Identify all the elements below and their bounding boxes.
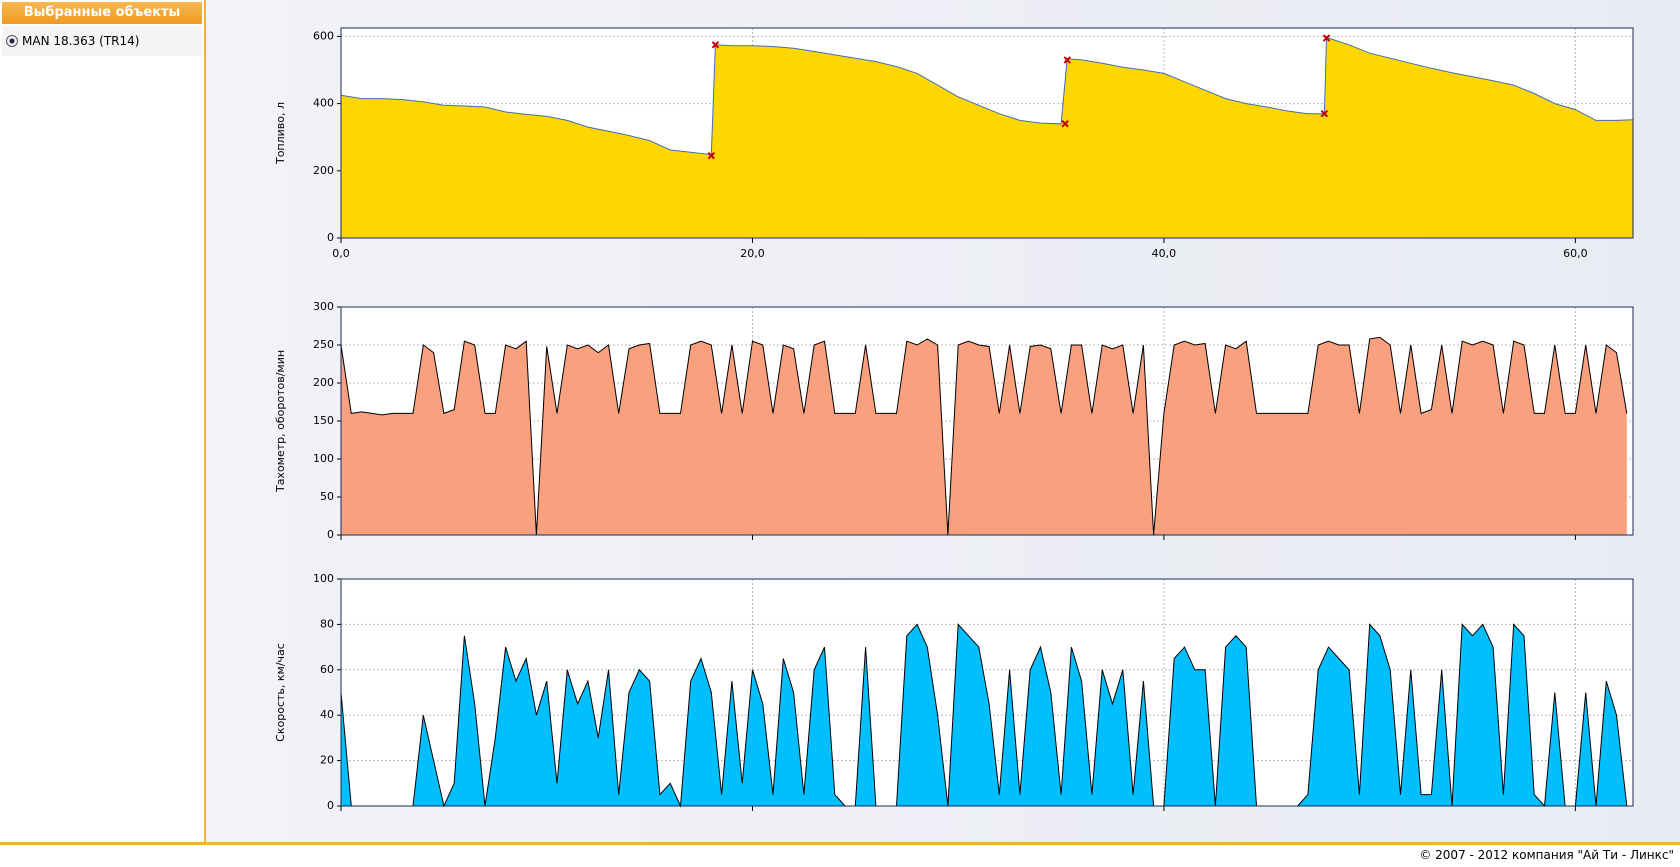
marker <box>711 41 720 49</box>
marker <box>1061 120 1069 128</box>
y-tick-label: 100 <box>313 452 334 465</box>
y-tick-label: 0 <box>327 799 334 812</box>
y-axis-title: Скорость, км/час <box>274 643 287 742</box>
plot-frame <box>340 306 1634 536</box>
footer: © 2007 - 2012 компания "Ай Ти - Линкс" <box>1419 848 1674 862</box>
y-tick-label: 0 <box>327 231 334 244</box>
x-tick-label: 20,0 <box>740 247 765 260</box>
y-axis-title: Тахометр, оборотов/мин <box>274 350 287 493</box>
y-tick-label: 600 <box>313 29 334 42</box>
marker <box>1320 109 1329 118</box>
y-tick-label: 250 <box>313 338 334 351</box>
y-tick-label: 150 <box>313 414 334 427</box>
line <box>340 336 1628 536</box>
area <box>341 337 1627 535</box>
x-tick-label: 60,0 <box>1563 247 1588 260</box>
line <box>340 623 1628 808</box>
line <box>340 36 1634 156</box>
area <box>341 37 1633 239</box>
y-tick-label: 100 <box>313 572 334 585</box>
y-tick-label: 200 <box>313 164 334 177</box>
x-tick-label: 0,0 <box>332 247 350 260</box>
plot-frame <box>340 578 1634 807</box>
marker <box>1063 56 1071 64</box>
sidebar-title: Выбранные объекты <box>2 2 202 24</box>
y-tick-label: 20 <box>320 754 334 767</box>
area <box>341 624 1627 806</box>
object-label: MAN 18.363 (TR14) <box>22 34 140 48</box>
sidebar: Выбранные объекты MAN 18.363 (TR14) <box>0 0 204 842</box>
plot-frame <box>340 27 1634 239</box>
y-tick-label: 400 <box>313 97 334 110</box>
footer-line <box>0 842 1680 845</box>
object-item[interactable]: MAN 18.363 (TR14) <box>2 26 202 56</box>
y-tick-label: 300 <box>313 300 334 313</box>
y-axis-title: Топливо, л <box>274 102 287 165</box>
radio[interactable] <box>6 35 18 47</box>
y-tick-label: 200 <box>313 376 334 389</box>
y-tick-label: 40 <box>320 708 334 721</box>
y-tick-label: 60 <box>320 663 334 676</box>
marker <box>707 151 716 160</box>
y-tick-label: 80 <box>320 617 334 630</box>
x-tick-label: 40,0 <box>1152 247 1177 260</box>
y-tick-label: 0 <box>327 528 334 541</box>
marker <box>1322 34 1331 42</box>
divider <box>204 0 206 842</box>
y-tick-label: 50 <box>320 490 334 503</box>
